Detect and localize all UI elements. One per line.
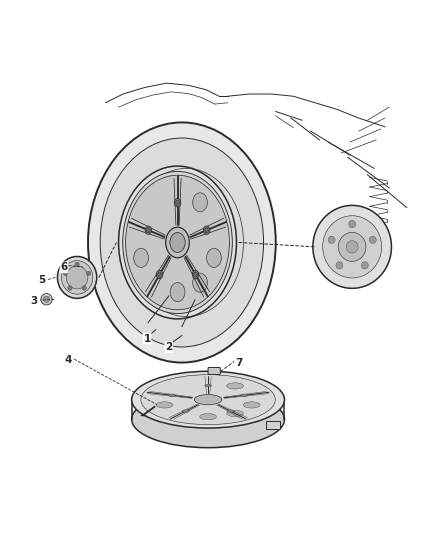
Ellipse shape xyxy=(41,294,52,305)
Ellipse shape xyxy=(226,410,244,417)
Ellipse shape xyxy=(336,262,343,269)
Ellipse shape xyxy=(132,372,285,428)
Ellipse shape xyxy=(100,138,264,347)
Ellipse shape xyxy=(200,414,216,420)
Ellipse shape xyxy=(87,271,91,276)
Ellipse shape xyxy=(194,394,222,405)
Ellipse shape xyxy=(156,402,173,408)
Ellipse shape xyxy=(194,272,198,277)
Ellipse shape xyxy=(203,226,210,235)
Ellipse shape xyxy=(193,273,208,292)
Text: 7: 7 xyxy=(235,358,242,368)
Ellipse shape xyxy=(43,296,49,302)
Ellipse shape xyxy=(132,391,285,448)
Ellipse shape xyxy=(64,271,68,276)
Text: 1: 1 xyxy=(143,334,151,344)
Ellipse shape xyxy=(119,166,237,319)
Text: 2: 2 xyxy=(165,342,173,352)
Ellipse shape xyxy=(241,394,248,397)
Ellipse shape xyxy=(205,384,212,387)
Ellipse shape xyxy=(170,282,185,302)
Ellipse shape xyxy=(339,232,366,261)
Ellipse shape xyxy=(205,228,209,233)
Ellipse shape xyxy=(176,200,180,205)
Ellipse shape xyxy=(328,236,335,244)
Ellipse shape xyxy=(207,248,221,268)
Ellipse shape xyxy=(157,272,162,277)
Ellipse shape xyxy=(166,227,189,258)
Ellipse shape xyxy=(123,172,232,313)
Ellipse shape xyxy=(156,270,163,279)
Ellipse shape xyxy=(182,410,189,413)
FancyBboxPatch shape xyxy=(208,367,220,374)
Text: 4: 4 xyxy=(65,356,72,365)
Ellipse shape xyxy=(174,199,181,207)
Ellipse shape xyxy=(243,402,260,408)
Ellipse shape xyxy=(192,270,199,279)
Ellipse shape xyxy=(226,383,244,389)
Ellipse shape xyxy=(88,123,276,362)
Ellipse shape xyxy=(145,226,152,235)
Text: 5: 5 xyxy=(39,276,46,286)
Text: 6: 6 xyxy=(60,262,67,272)
Ellipse shape xyxy=(193,193,208,212)
FancyBboxPatch shape xyxy=(266,421,280,430)
Ellipse shape xyxy=(68,286,72,290)
Ellipse shape xyxy=(361,262,368,269)
Ellipse shape xyxy=(61,261,93,294)
Ellipse shape xyxy=(126,175,230,310)
Ellipse shape xyxy=(369,236,376,244)
Ellipse shape xyxy=(346,240,358,253)
Ellipse shape xyxy=(170,232,185,253)
Ellipse shape xyxy=(75,262,79,266)
Text: 3: 3 xyxy=(30,296,37,306)
Ellipse shape xyxy=(168,394,175,397)
Ellipse shape xyxy=(313,205,392,288)
Ellipse shape xyxy=(134,248,148,268)
Ellipse shape xyxy=(227,410,234,413)
Ellipse shape xyxy=(57,256,97,298)
Ellipse shape xyxy=(66,266,88,289)
Ellipse shape xyxy=(349,220,356,228)
Ellipse shape xyxy=(141,375,276,425)
Ellipse shape xyxy=(323,216,381,278)
Ellipse shape xyxy=(82,286,86,290)
Ellipse shape xyxy=(146,228,150,233)
